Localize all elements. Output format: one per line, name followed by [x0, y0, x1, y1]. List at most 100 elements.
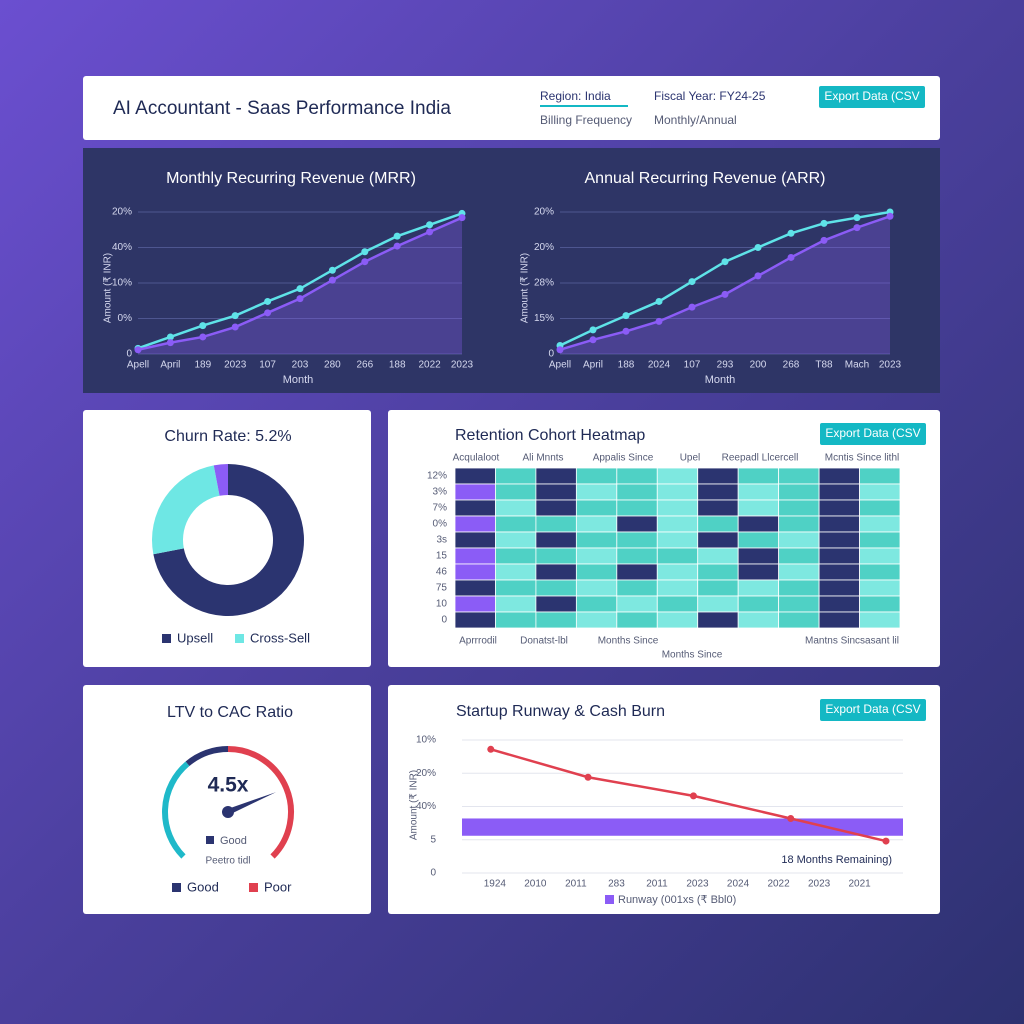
point	[231, 312, 239, 320]
heat-cell	[535, 483, 577, 501]
x-tick-label: 2010	[524, 879, 547, 890]
export-label[interactable]: Export Data (CSV	[825, 426, 920, 440]
heat-cell	[859, 611, 901, 629]
heat-cell	[697, 483, 739, 501]
x-tick-label: 2021	[849, 879, 872, 890]
heat-cell	[454, 515, 496, 533]
heat-cell	[818, 515, 860, 533]
runway-band	[462, 818, 903, 836]
legend-swatch	[172, 883, 181, 892]
heat-cell	[656, 579, 699, 597]
heat-cell	[495, 547, 537, 565]
y-tick-label: 0%	[433, 519, 448, 530]
area	[560, 216, 890, 354]
slice	[153, 464, 304, 616]
heat-cell	[495, 563, 537, 581]
y-tick-label: 12%	[427, 471, 447, 482]
point	[487, 745, 495, 753]
export-label[interactable]: Export Data (CSV	[825, 702, 920, 716]
column-label: Appalis Since	[593, 453, 654, 464]
gauge-arc	[185, 746, 229, 767]
heat-cell	[656, 483, 699, 501]
y-tick-label: 10%	[112, 278, 132, 289]
x-tick-label: April	[583, 360, 603, 371]
heat-cell	[859, 531, 901, 549]
heat-cell	[535, 515, 577, 533]
y-tick-label: 20%	[534, 207, 554, 218]
point	[361, 258, 369, 266]
y-tick-label: 3s	[436, 535, 447, 546]
heat-cell	[656, 499, 699, 517]
heat-cell	[737, 579, 780, 597]
annotation: 18 Months Remaining)	[781, 854, 892, 866]
x-tick-label: 268	[783, 360, 800, 371]
heat-cell	[818, 467, 860, 485]
y-tick-label: 40%	[416, 801, 436, 812]
export-button[interactable]	[819, 86, 925, 108]
fiscal-year-filter[interactable]: Fiscal Year: FY24-25	[654, 89, 766, 103]
point	[886, 212, 894, 220]
heat-cell	[616, 499, 658, 517]
y-tick-label: 3%	[433, 487, 448, 498]
heat-cell	[737, 563, 780, 581]
point	[622, 327, 630, 335]
export-button[interactable]	[820, 699, 926, 721]
point	[882, 837, 890, 845]
heat-cell	[859, 547, 901, 565]
chart-title: Monthly Recurring Revenue (MRR)	[166, 170, 416, 187]
heat-cell	[859, 499, 901, 517]
point	[166, 333, 174, 341]
chart-title: LTV to CAC Ratio	[167, 704, 293, 721]
column-label: Ali Mnnts	[522, 453, 563, 464]
heat-cell	[454, 579, 496, 597]
heat-cell	[818, 563, 860, 581]
region-filter[interactable]: Region: India	[540, 89, 611, 103]
heat-cell	[778, 531, 820, 549]
needle-hub	[222, 806, 234, 818]
export-label[interactable]: Export Data (CSV	[824, 89, 919, 103]
heat-cell	[697, 499, 739, 517]
heat-cell	[778, 515, 820, 533]
point	[361, 248, 369, 256]
heat-cell	[818, 499, 860, 517]
heat-cell	[616, 547, 658, 565]
point	[655, 297, 663, 305]
heat-cell	[737, 515, 780, 533]
heat-cell	[575, 595, 618, 613]
heat-cell	[656, 611, 699, 629]
x-tick-label: 107	[259, 360, 276, 371]
point	[296, 285, 304, 293]
y-tick-label: 46	[436, 567, 448, 578]
heat-cell	[454, 547, 496, 565]
x-tick-label: 2024	[727, 879, 750, 890]
gauge-value: 4.5x	[208, 774, 249, 797]
point	[689, 792, 697, 800]
x-axis-label: Month	[283, 374, 314, 386]
billing-value[interactable]: Monthly/Annual	[654, 113, 737, 127]
heat-cell	[737, 483, 780, 501]
heat-cell	[575, 515, 618, 533]
point	[426, 228, 434, 236]
x-tick-label: T88	[815, 360, 833, 371]
heat-cell	[859, 579, 901, 597]
y-tick-label: 15%	[534, 313, 554, 324]
legend-label: Runway (001xs (₹ Bbl0)	[618, 894, 736, 906]
x-tick-label: 200	[750, 360, 767, 371]
heat-cell	[535, 579, 577, 597]
heat-cell	[818, 579, 860, 597]
heat-cell	[575, 499, 618, 517]
x-tick-label: 188	[389, 360, 406, 371]
churn-card	[83, 410, 371, 667]
ltv-card	[83, 685, 371, 914]
point	[296, 295, 304, 303]
heat-cell	[656, 531, 699, 549]
legend-label: Good	[187, 879, 219, 894]
export-button[interactable]	[820, 423, 926, 445]
point	[458, 214, 466, 222]
y-tick-label: 0	[441, 615, 447, 626]
point	[589, 326, 597, 334]
chart-title: Annual Recurring Revenue (ARR)	[585, 170, 826, 187]
column-label: Reepadl Llcercell	[722, 453, 799, 464]
heat-cell	[575, 531, 618, 549]
point	[853, 224, 861, 232]
